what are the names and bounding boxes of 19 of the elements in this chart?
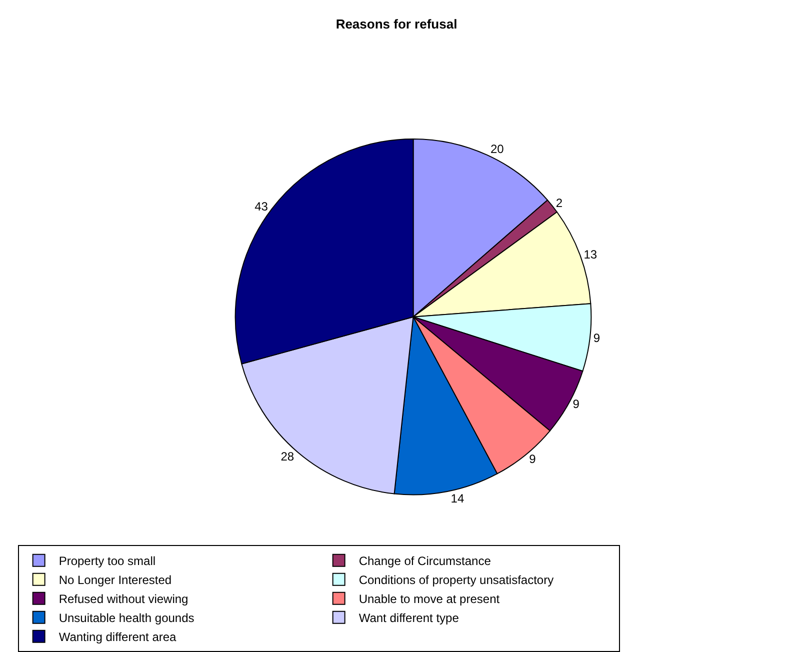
- data-label: 20: [490, 142, 504, 156]
- legend-label: Wanting different area: [58, 630, 177, 644]
- data-label: 28: [280, 449, 294, 464]
- data-label: 9: [572, 397, 580, 412]
- legend-label: Conditions of property unsatisfactory: [358, 573, 554, 588]
- data-label: 2: [556, 196, 563, 210]
- data-label: 43: [254, 199, 268, 214]
- data-label: 13: [584, 248, 598, 262]
- legend-label: Refused without viewing: [58, 592, 188, 606]
- legend-label: No Longer Interested: [58, 573, 172, 588]
- legend-label: Change of Circumstance: [358, 554, 492, 568]
- legend-label: Unsuitable health gounds: [58, 611, 194, 626]
- legend-label: Property too small: [58, 554, 156, 568]
- chart-title: Reasons for refusal: [336, 16, 458, 32]
- data-label: 14: [450, 491, 464, 506]
- data-label: 9: [529, 452, 536, 466]
- legend-label: Unable to move at present: [358, 592, 500, 606]
- legend-label: Want different type: [358, 611, 460, 626]
- data-label: 9: [593, 330, 600, 345]
